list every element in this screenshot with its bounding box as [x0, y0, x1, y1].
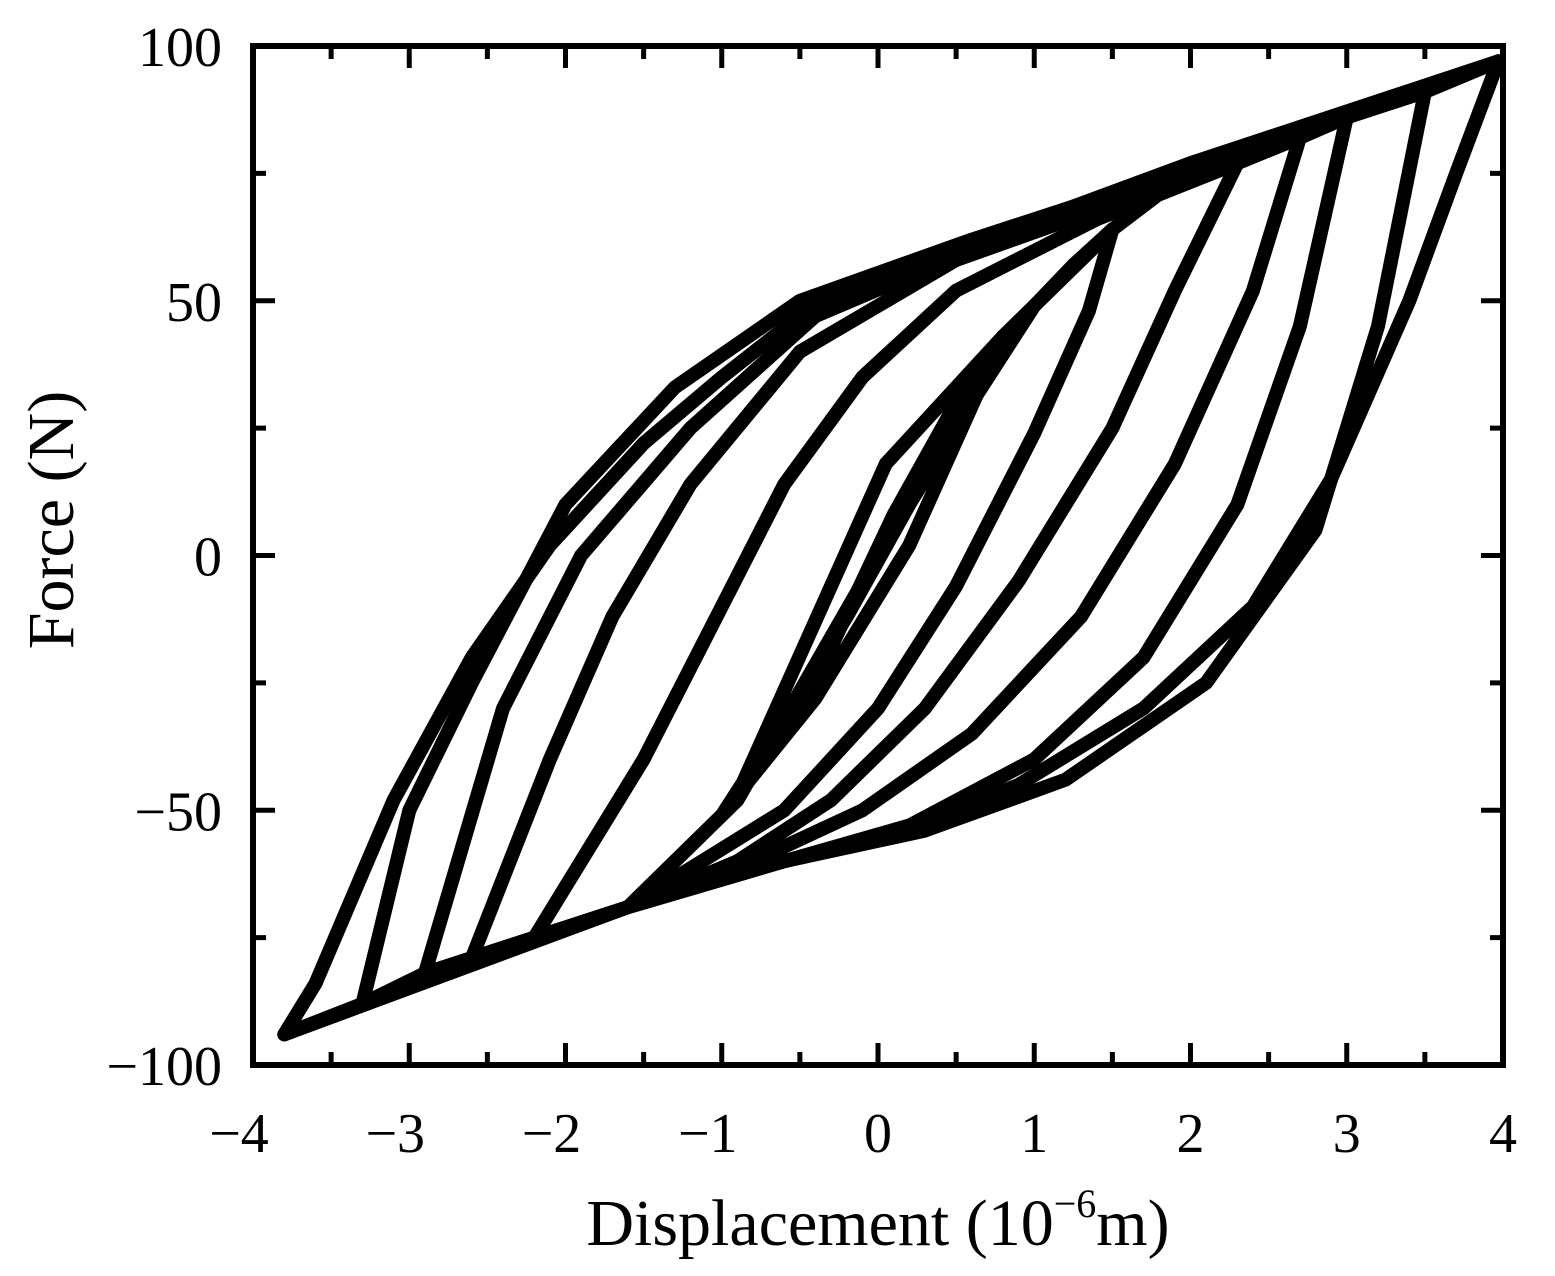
- y-tick-label: −100: [106, 1036, 222, 1098]
- y-tick-label: −50: [134, 781, 222, 843]
- y-tick-label: 0: [194, 527, 222, 589]
- x-tick-label: 2: [1177, 1103, 1205, 1165]
- x-tick-label: −4: [209, 1103, 269, 1165]
- loop-series-group: [277, 54, 1506, 1042]
- y-tick-label: 50: [166, 272, 222, 334]
- x-tick-label: 1: [1020, 1103, 1048, 1165]
- x-tick-label: 4: [1489, 1103, 1517, 1165]
- y-tick-label: 100: [138, 17, 222, 79]
- y-axis-label: Force (N): [15, 391, 88, 649]
- x-tick-label: −3: [365, 1103, 425, 1165]
- hysteresis-loop-7: [277, 54, 1506, 1042]
- x-tick-label: 3: [1333, 1103, 1361, 1165]
- y-tick-labels: −100 −50 0 50 100: [106, 17, 222, 1098]
- x-tick-labels: −4 −3 −2 −1 0 1 2 3 4: [209, 1103, 1517, 1165]
- x-tick-label: −1: [678, 1103, 738, 1165]
- hysteresis-loop-2: [621, 222, 1120, 915]
- x-tick-label: −2: [522, 1103, 582, 1165]
- x-axis-label: Displacement (10−6m): [586, 1181, 1169, 1260]
- tick-marks: [253, 46, 1503, 1065]
- x-tick-label: 0: [864, 1103, 892, 1165]
